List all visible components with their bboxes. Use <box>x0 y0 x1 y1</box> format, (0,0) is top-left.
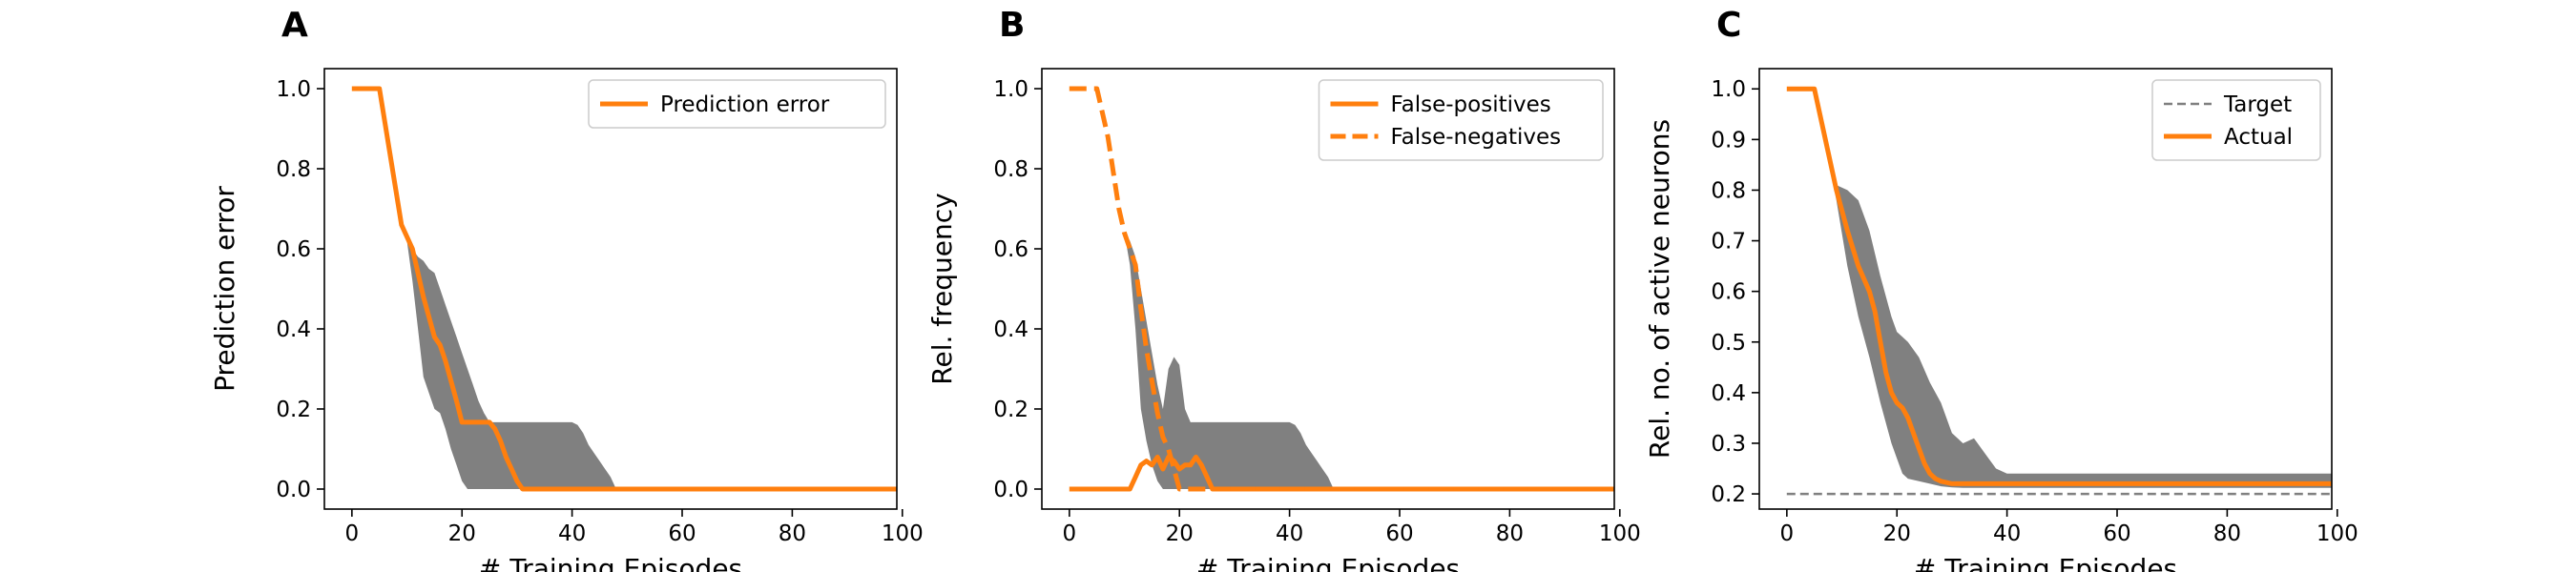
x-axis-label: # Training Episodes <box>479 553 742 572</box>
x-tick-label: 80 <box>1496 521 1524 546</box>
x-axis-label: # Training Episodes <box>1196 553 1460 572</box>
x-axis-label: # Training Episodes <box>1914 553 2177 572</box>
legend-box <box>1318 79 1604 161</box>
legend-label: Target <box>2223 92 2292 117</box>
panel-letter: B <box>999 6 1025 45</box>
y-axis-label: Prediction error <box>209 186 240 392</box>
series-line-false-negatives <box>1069 86 1614 492</box>
y-tick-label: 0.5 <box>1711 331 1746 356</box>
series-line-actual <box>1786 86 2332 486</box>
series-line-false-positives <box>1069 454 1614 492</box>
x-tick-label: 0 <box>1063 521 1077 546</box>
x-tick-label: 100 <box>882 521 924 546</box>
x-tick-label: 40 <box>1276 521 1303 546</box>
series-line-prediction-error <box>351 86 897 492</box>
panel-b: B 0 20 40 60 80 100 0.0 0.2 0.4 0.6 0.8 1.0 # Trainin… <box>926 6 1641 572</box>
y-tick-label: 1.0 <box>276 77 311 102</box>
legend-box <box>2151 79 2321 161</box>
panel-c: C 0 20 40 60 80 100 0.2 0.3 0.4 0.5 0.6 0.7 0.8 0.9 1.0… <box>1644 6 2358 572</box>
legend-label: Actual <box>2224 125 2293 150</box>
y-axis-label: Rel. no. of active neurons <box>1644 119 1675 459</box>
y-tick-label: 0.8 <box>993 157 1028 182</box>
plot-frame <box>1041 68 1615 510</box>
y-tick-label: 0.8 <box>276 157 311 182</box>
confidence-band <box>1124 233 1614 489</box>
x-tick-label: 100 <box>2316 521 2358 546</box>
y-tick-label: 0.4 <box>276 317 311 342</box>
x-tick-label: 40 <box>558 521 586 546</box>
panel-letter: A <box>281 6 308 45</box>
confidence-band <box>351 89 897 489</box>
y-tick-label: 0.7 <box>1711 230 1746 255</box>
y-axis-label: Rel. frequency <box>926 193 958 384</box>
x-tick-label: 0 <box>1780 521 1795 546</box>
x-tick-label: 80 <box>2213 521 2241 546</box>
y-tick-label: 0.2 <box>1711 482 1746 507</box>
y-tick-label: 0.8 <box>1711 178 1746 203</box>
y-tick-label: 0.4 <box>993 317 1028 342</box>
plot-frame <box>1758 68 2333 510</box>
x-tick-label: 60 <box>1385 521 1413 546</box>
x-tick-label: 0 <box>345 521 360 546</box>
y-tick-label: 0.2 <box>993 398 1028 422</box>
legend-label: False-positives <box>1391 92 1551 117</box>
x-tick-label: 60 <box>2103 521 2130 546</box>
y-tick-label: 0.6 <box>1711 280 1746 305</box>
y-tick-label: 0.2 <box>276 398 311 422</box>
legend-label: False-negatives <box>1391 125 1562 150</box>
y-tick-label: 0.0 <box>993 478 1028 502</box>
legend-label: Prediction error <box>660 92 830 117</box>
y-tick-label: 1.0 <box>993 77 1028 102</box>
x-tick-label: 20 <box>448 521 476 546</box>
panel-a: A 0 20 40 60 80 100 0.0 0.2 0.4 0.6 0.8 1.0 # Trainin… <box>209 6 924 572</box>
y-tick-label: 0.6 <box>993 237 1028 262</box>
y-tick-label: 0.6 <box>276 237 311 262</box>
y-tick-label: 1.0 <box>1711 77 1746 102</box>
x-tick-label: 20 <box>1166 521 1194 546</box>
confidence-band <box>1786 89 2332 488</box>
y-tick-label: 0.9 <box>1711 128 1746 153</box>
x-tick-label: 60 <box>668 521 696 546</box>
plot-frame <box>323 68 898 510</box>
legend-box <box>588 79 886 129</box>
x-tick-label: 20 <box>1883 521 1911 546</box>
x-tick-label: 40 <box>1993 521 2021 546</box>
x-tick-label: 100 <box>1599 521 1641 546</box>
x-tick-label: 80 <box>779 521 806 546</box>
y-tick-label: 0.0 <box>276 478 311 502</box>
y-tick-label: 0.4 <box>1711 381 1746 406</box>
y-tick-label: 0.3 <box>1711 432 1746 457</box>
panel-letter: C <box>1716 6 1741 45</box>
